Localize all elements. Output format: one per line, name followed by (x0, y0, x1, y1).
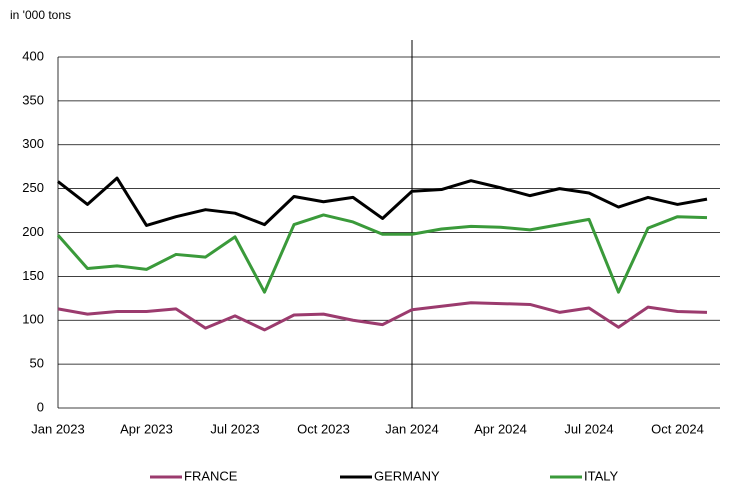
y-tick-label: 200 (22, 224, 44, 239)
x-tick-label: Apr 2024 (474, 421, 527, 436)
series-line (56, 213, 708, 294)
y-axis-label: in '000 tons (10, 8, 71, 22)
x-tick-label: Oct 2024 (651, 421, 704, 436)
x-tick-label: Jul 2023 (210, 421, 259, 436)
x-tick-label: Oct 2023 (297, 421, 350, 436)
y-tick-label: 250 (22, 180, 44, 195)
x-tick-label: Jan 2024 (385, 421, 439, 436)
legend-label: ITALY (584, 468, 619, 483)
y-tick-label: 400 (22, 48, 44, 63)
legend-label: FRANCE (184, 468, 238, 483)
y-tick-label: 0 (37, 399, 44, 414)
x-tick-label: Apr 2023 (120, 421, 173, 436)
y-tick-label: 100 (22, 312, 44, 327)
y-tick-label: 350 (22, 92, 44, 107)
legend-label: GERMANY (374, 468, 440, 483)
y-tick-label: 150 (22, 268, 44, 283)
series-line (57, 176, 708, 227)
x-tick-label: Jan 2023 (31, 421, 85, 436)
y-tick-label: 300 (22, 136, 44, 151)
x-tick-label: Jul 2024 (564, 421, 613, 436)
series-line (57, 301, 708, 332)
y-tick-label: 50 (30, 356, 44, 371)
